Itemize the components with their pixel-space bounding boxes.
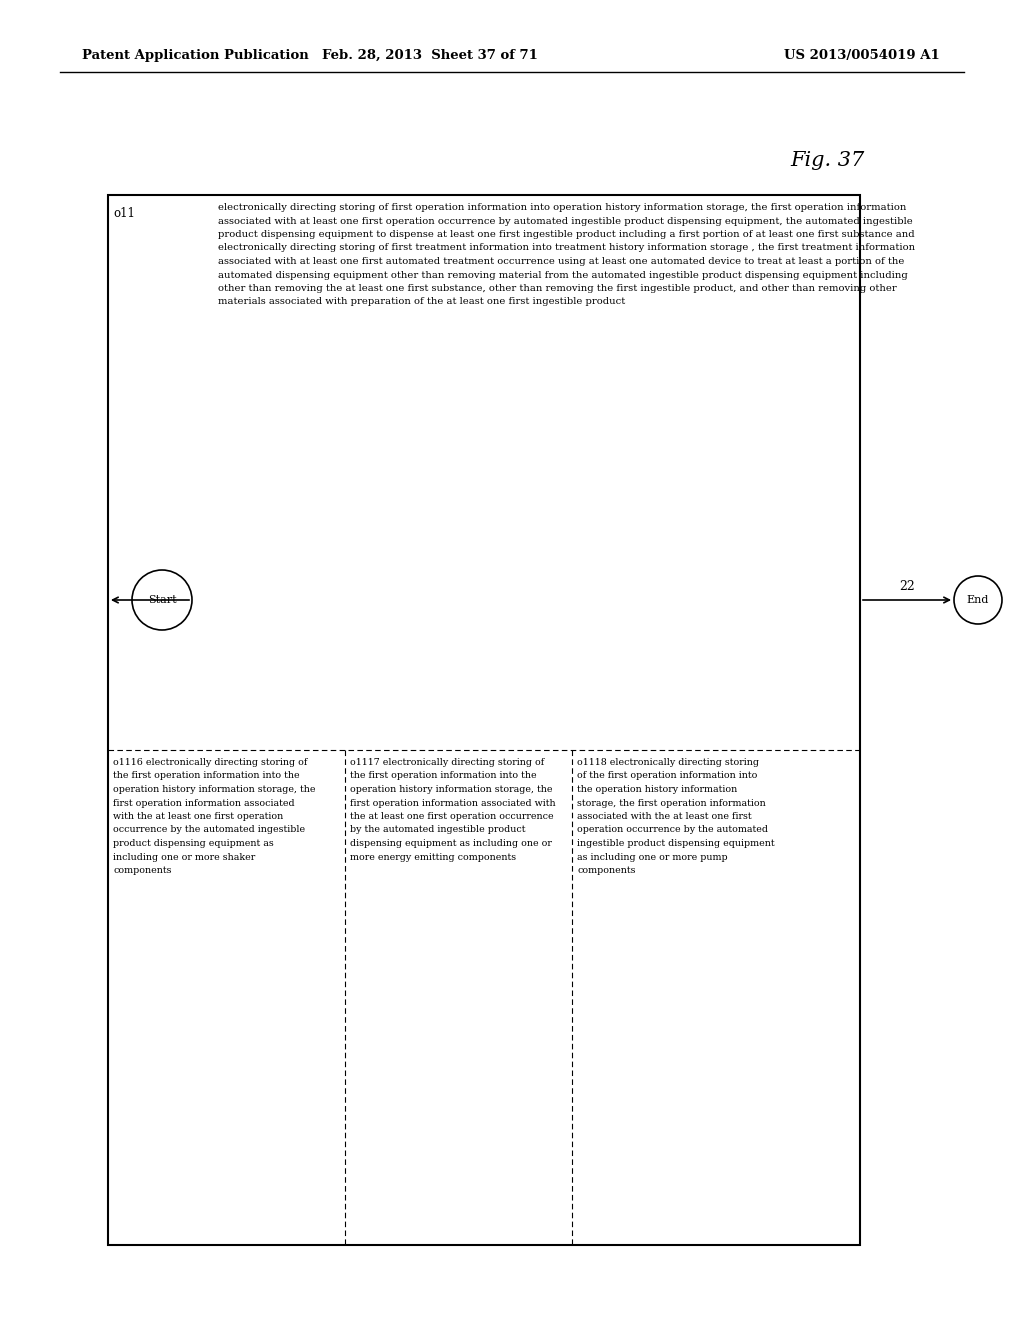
Text: associated with the at least one first: associated with the at least one first bbox=[577, 812, 752, 821]
Text: electronically directing storing of first treatment information into treatment h: electronically directing storing of firs… bbox=[218, 243, 915, 252]
Text: the at least one first operation occurrence: the at least one first operation occurre… bbox=[350, 812, 554, 821]
Text: storage, the first operation information: storage, the first operation information bbox=[577, 799, 766, 808]
Text: dispensing equipment as including one or: dispensing equipment as including one or bbox=[350, 840, 552, 847]
Text: components: components bbox=[577, 866, 636, 875]
Text: operation history information storage, the: operation history information storage, t… bbox=[113, 785, 315, 795]
Text: the first operation information into the: the first operation information into the bbox=[350, 771, 537, 780]
Text: product dispensing equipment to dispense at least one first ingestible product i: product dispensing equipment to dispense… bbox=[218, 230, 914, 239]
Text: including one or more shaker: including one or more shaker bbox=[113, 853, 255, 862]
Text: first operation information associated: first operation information associated bbox=[113, 799, 295, 808]
Text: 22: 22 bbox=[899, 579, 914, 593]
Bar bbox=[108, 195, 860, 1245]
Text: the first operation information into the: the first operation information into the bbox=[113, 771, 300, 780]
Text: occurrence by the automated ingestible: occurrence by the automated ingestible bbox=[113, 825, 305, 834]
Text: Feb. 28, 2013  Sheet 37 of 71: Feb. 28, 2013 Sheet 37 of 71 bbox=[323, 49, 538, 62]
Text: more energy emitting components: more energy emitting components bbox=[350, 853, 516, 862]
Text: End: End bbox=[967, 595, 989, 605]
Text: automated dispensing equipment other than removing material from the automated i: automated dispensing equipment other tha… bbox=[218, 271, 907, 280]
Text: product dispensing equipment as: product dispensing equipment as bbox=[113, 840, 273, 847]
Text: o11: o11 bbox=[113, 207, 135, 220]
Text: with the at least one first operation: with the at least one first operation bbox=[113, 812, 284, 821]
Text: Patent Application Publication: Patent Application Publication bbox=[82, 49, 309, 62]
Text: by the automated ingestible product: by the automated ingestible product bbox=[350, 825, 525, 834]
Text: as including one or more pump: as including one or more pump bbox=[577, 853, 728, 862]
Text: o1116 electronically directing storing of: o1116 electronically directing storing o… bbox=[113, 758, 307, 767]
Text: other than removing the at least one first substance, other than removing the fi: other than removing the at least one fir… bbox=[218, 284, 897, 293]
Text: Start: Start bbox=[147, 595, 176, 605]
Text: operation occurrence by the automated: operation occurrence by the automated bbox=[577, 825, 768, 834]
Text: associated with at least one first automated treatment occurrence using at least: associated with at least one first autom… bbox=[218, 257, 904, 267]
Text: o1117 electronically directing storing of: o1117 electronically directing storing o… bbox=[350, 758, 544, 767]
Text: o1118 electronically directing storing: o1118 electronically directing storing bbox=[577, 758, 759, 767]
Text: components: components bbox=[113, 866, 171, 875]
Text: associated with at least one first operation occurrence by automated ingestible : associated with at least one first opera… bbox=[218, 216, 912, 226]
Text: first operation information associated with: first operation information associated w… bbox=[350, 799, 556, 808]
Text: US 2013/0054019 A1: US 2013/0054019 A1 bbox=[784, 49, 940, 62]
Text: materials associated with preparation of the at least one first ingestible produ: materials associated with preparation of… bbox=[218, 297, 626, 306]
Text: operation history information storage, the: operation history information storage, t… bbox=[350, 785, 553, 795]
Text: Fig. 37: Fig. 37 bbox=[790, 150, 864, 169]
Text: the operation history information: the operation history information bbox=[577, 785, 737, 795]
Text: of the first operation information into: of the first operation information into bbox=[577, 771, 758, 780]
Text: ingestible product dispensing equipment: ingestible product dispensing equipment bbox=[577, 840, 774, 847]
Text: electronically directing storing of first operation information into operation h: electronically directing storing of firs… bbox=[218, 203, 906, 213]
